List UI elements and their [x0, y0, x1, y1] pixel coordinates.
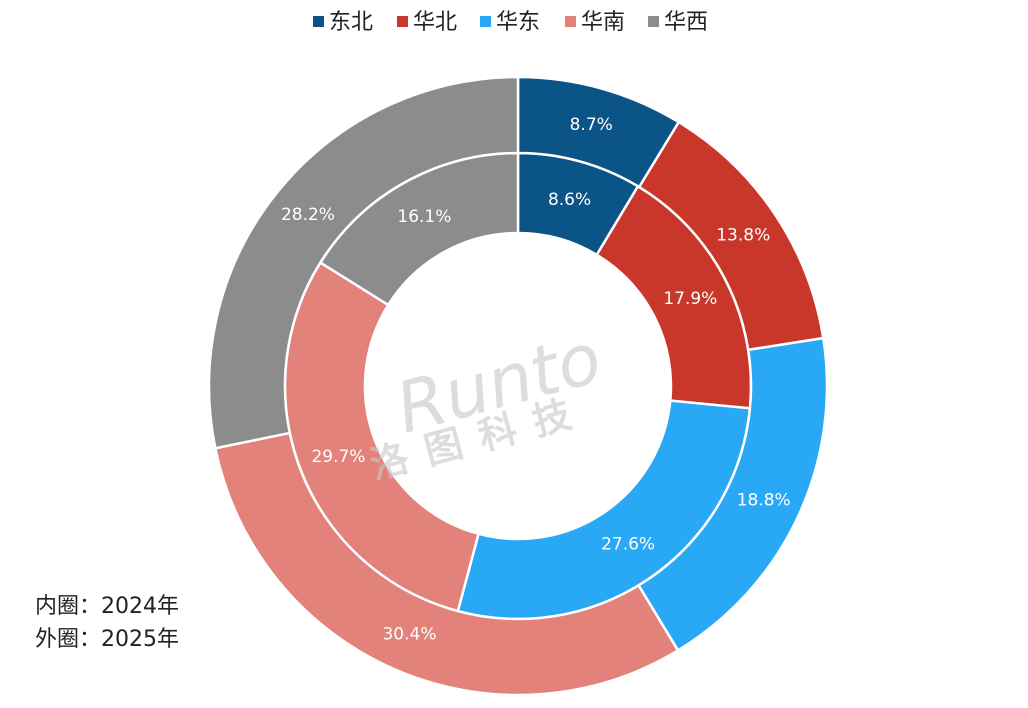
annotation: 外圈：2025年 — [35, 627, 179, 652]
legend-swatch — [397, 16, 408, 27]
data-label: 30.4% — [382, 624, 436, 644]
data-label: 27.6% — [601, 535, 655, 555]
data-label: 18.8% — [737, 490, 791, 510]
donut-wedge — [207, 75, 520, 450]
data-label: 8.7% — [570, 115, 613, 135]
legend-label: 华北 — [413, 10, 457, 35]
data-label: 8.6% — [548, 190, 591, 210]
data-label: 29.7% — [311, 447, 365, 467]
legend-swatch — [565, 16, 576, 27]
legend-label: 华南 — [581, 10, 625, 35]
legend-swatch — [648, 16, 659, 27]
legend-label: 华东 — [496, 10, 540, 35]
annotation: 内圈：2024年 — [35, 594, 179, 619]
legend-swatch — [313, 16, 324, 27]
legend-swatch — [480, 16, 491, 27]
wedges — [207, 75, 829, 697]
data-label: 28.2% — [281, 205, 335, 225]
data-label: 17.9% — [663, 289, 717, 309]
legend-label: 东北 — [329, 10, 373, 35]
donut-wedge — [213, 431, 680, 697]
legend-label: 华西 — [664, 10, 708, 35]
data-label: 16.1% — [397, 207, 451, 227]
data-label: 13.8% — [716, 225, 770, 245]
